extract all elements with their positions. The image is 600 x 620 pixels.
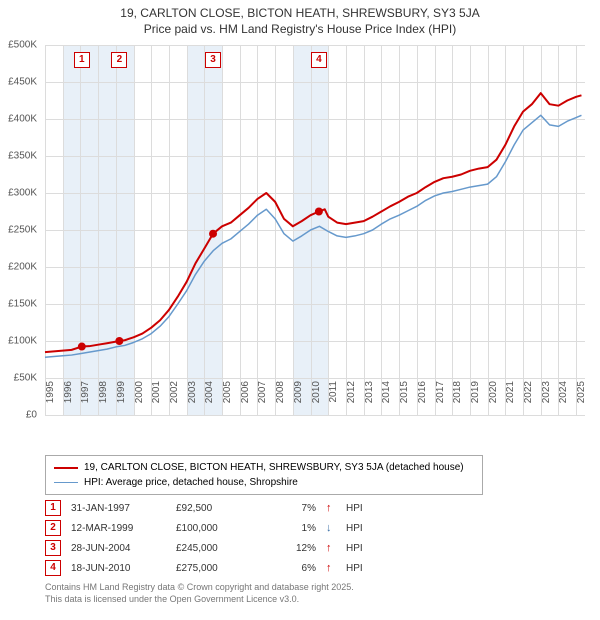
sale-marker-box: 4 bbox=[311, 52, 327, 68]
sale-marker-box: 3 bbox=[205, 52, 221, 68]
xtick-label: 2019 bbox=[470, 381, 481, 421]
plot-svg bbox=[45, 45, 585, 415]
xtick-label: 2014 bbox=[381, 381, 392, 421]
xtick-label: 2008 bbox=[275, 381, 286, 421]
sale-dot bbox=[315, 208, 323, 216]
xtick-label: 2022 bbox=[523, 381, 534, 421]
footer-attribution: Contains HM Land Registry data © Crown c… bbox=[45, 582, 354, 605]
event-date: 12-MAR-1999 bbox=[71, 523, 166, 534]
event-pct: 6% bbox=[276, 563, 316, 574]
xtick-label: 2009 bbox=[293, 381, 304, 421]
event-date: 28-JUN-2004 bbox=[71, 543, 166, 554]
xtick-label: 2007 bbox=[257, 381, 268, 421]
xtick-label: 2025 bbox=[576, 381, 587, 421]
event-price: £275,000 bbox=[176, 563, 266, 574]
xtick-label: 2004 bbox=[204, 381, 215, 421]
event-marker-box: 4 bbox=[45, 560, 61, 576]
xtick-label: 1996 bbox=[63, 381, 74, 421]
xtick-label: 2003 bbox=[187, 381, 198, 421]
xtick-label: 2006 bbox=[240, 381, 251, 421]
xtick-label: 1999 bbox=[116, 381, 127, 421]
xtick-label: 2020 bbox=[488, 381, 499, 421]
ytick-label: £50K bbox=[0, 373, 37, 384]
event-price: £92,500 bbox=[176, 503, 266, 514]
arrow-icon: ↑ bbox=[326, 562, 336, 574]
event-row: 1 31-JAN-1997 £92,500 7% ↑ HPI bbox=[45, 498, 376, 518]
event-pct: 12% bbox=[276, 543, 316, 554]
sale-marker-box: 1 bbox=[74, 52, 90, 68]
event-tag: HPI bbox=[346, 503, 376, 514]
xtick-label: 1997 bbox=[80, 381, 91, 421]
xtick-label: 2001 bbox=[151, 381, 162, 421]
event-row: 3 28-JUN-2004 £245,000 12% ↑ HPI bbox=[45, 538, 376, 558]
event-tag: HPI bbox=[346, 543, 376, 554]
event-marker-box: 1 bbox=[45, 500, 61, 516]
title-line-1: 19, CARLTON CLOSE, BICTON HEATH, SHREWSB… bbox=[0, 6, 600, 22]
arrow-icon: ↑ bbox=[326, 542, 336, 554]
sale-marker-box: 2 bbox=[111, 52, 127, 68]
xtick-label: 2002 bbox=[169, 381, 180, 421]
xtick-label: 2015 bbox=[399, 381, 410, 421]
event-marker-box: 2 bbox=[45, 520, 61, 536]
event-date: 18-JUN-2010 bbox=[71, 563, 166, 574]
xtick-label: 2017 bbox=[435, 381, 446, 421]
xtick-label: 2011 bbox=[328, 381, 339, 421]
ytick-label: £100K bbox=[0, 336, 37, 347]
event-tag: HPI bbox=[346, 563, 376, 574]
ytick-label: £450K bbox=[0, 77, 37, 88]
ytick-label: £350K bbox=[0, 151, 37, 162]
xtick-label: 2018 bbox=[452, 381, 463, 421]
xtick-label: 2023 bbox=[541, 381, 552, 421]
xtick-label: 2013 bbox=[364, 381, 375, 421]
ytick-label: £250K bbox=[0, 225, 37, 236]
ytick-label: £200K bbox=[0, 262, 37, 273]
events-table: 1 31-JAN-1997 £92,500 7% ↑ HPI 2 12-MAR-1999 £10… bbox=[45, 498, 376, 578]
sale-dot bbox=[115, 337, 123, 345]
event-date: 31-JAN-1997 bbox=[71, 503, 166, 514]
title-block: 19, CARLTON CLOSE, BICTON HEATH, SHREWSB… bbox=[0, 0, 600, 37]
xtick-label: 2021 bbox=[505, 381, 516, 421]
event-row: 4 18-JUN-2010 £275,000 6% ↑ HPI bbox=[45, 558, 376, 578]
arrow-icon: ↑ bbox=[326, 502, 336, 514]
xtick-label: 2016 bbox=[417, 381, 428, 421]
legend: 19, CARLTON CLOSE, BICTON HEATH, SHREWSB… bbox=[45, 455, 483, 495]
footer-line-2: This data is licensed under the Open Gov… bbox=[45, 594, 354, 606]
xtick-label: 2012 bbox=[346, 381, 357, 421]
legend-swatch bbox=[54, 467, 78, 469]
legend-row: HPI: Average price, detached house, Shro… bbox=[54, 475, 474, 490]
event-pct: 1% bbox=[276, 523, 316, 534]
sale-dot bbox=[209, 230, 217, 238]
legend-swatch bbox=[54, 482, 78, 484]
ytick-label: £150K bbox=[0, 299, 37, 310]
event-marker-box: 3 bbox=[45, 540, 61, 556]
footer-line-1: Contains HM Land Registry data © Crown c… bbox=[45, 582, 354, 594]
ytick-label: £300K bbox=[0, 188, 37, 199]
event-tag: HPI bbox=[346, 523, 376, 534]
legend-row: 19, CARLTON CLOSE, BICTON HEATH, SHREWSB… bbox=[54, 460, 474, 475]
legend-label: HPI: Average price, detached house, Shro… bbox=[84, 475, 298, 490]
chart-container: 19, CARLTON CLOSE, BICTON HEATH, SHREWSB… bbox=[0, 0, 600, 620]
event-row: 2 12-MAR-1999 £100,000 1% ↓ HPI bbox=[45, 518, 376, 538]
series-price_paid bbox=[45, 93, 581, 352]
event-price: £100,000 bbox=[176, 523, 266, 534]
chart-area: 1234 £0£50K£100K£150K£200K£250K£300K£350… bbox=[45, 45, 585, 415]
xtick-label: 1998 bbox=[98, 381, 109, 421]
xtick-label: 1995 bbox=[45, 381, 56, 421]
legend-label: 19, CARLTON CLOSE, BICTON HEATH, SHREWSB… bbox=[84, 460, 464, 475]
event-pct: 7% bbox=[276, 503, 316, 514]
xtick-label: 2010 bbox=[311, 381, 322, 421]
sale-dot bbox=[78, 343, 86, 351]
title-line-2: Price paid vs. HM Land Registry's House … bbox=[0, 22, 600, 38]
arrow-icon: ↓ bbox=[326, 522, 336, 534]
xtick-label: 2000 bbox=[134, 381, 145, 421]
event-price: £245,000 bbox=[176, 543, 266, 554]
ytick-label: £0 bbox=[0, 410, 37, 421]
xtick-label: 2005 bbox=[222, 381, 233, 421]
xtick-label: 2024 bbox=[558, 381, 569, 421]
ytick-label: £500K bbox=[0, 40, 37, 51]
ytick-label: £400K bbox=[0, 114, 37, 125]
